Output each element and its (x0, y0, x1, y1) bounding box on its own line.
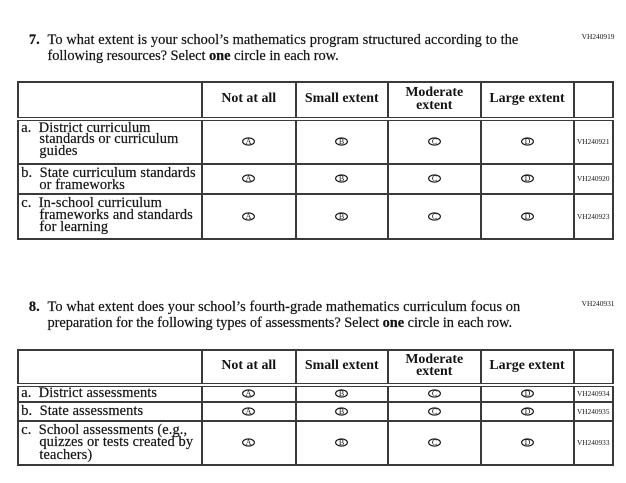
svg-text:B: B (339, 212, 344, 221)
svg-text:D: D (524, 174, 530, 183)
svg-text:A: A (246, 137, 252, 146)
svg-text:B: B (339, 137, 344, 146)
svg-text:C: C (432, 389, 437, 398)
svg-text:D: D (524, 137, 530, 146)
svg-text:A: A (246, 438, 252, 447)
svg-text:C: C (432, 174, 437, 183)
svg-text:D: D (524, 407, 530, 416)
svg-text:C: C (432, 438, 437, 447)
svg-text:C: C (432, 137, 437, 146)
svg-text:B: B (339, 407, 344, 416)
svg-text:D: D (524, 438, 530, 447)
svg-text:A: A (246, 174, 252, 183)
svg-text:B: B (339, 389, 344, 398)
svg-text:C: C (432, 212, 437, 221)
svg-text:B: B (339, 174, 344, 183)
svg-text:A: A (246, 212, 252, 221)
svg-text:B: B (339, 438, 344, 447)
svg-text:D: D (524, 389, 530, 398)
svg-text:A: A (246, 389, 252, 398)
svg-text:C: C (432, 407, 437, 416)
svg-text:D: D (524, 212, 530, 221)
svg-text:A: A (246, 407, 252, 416)
